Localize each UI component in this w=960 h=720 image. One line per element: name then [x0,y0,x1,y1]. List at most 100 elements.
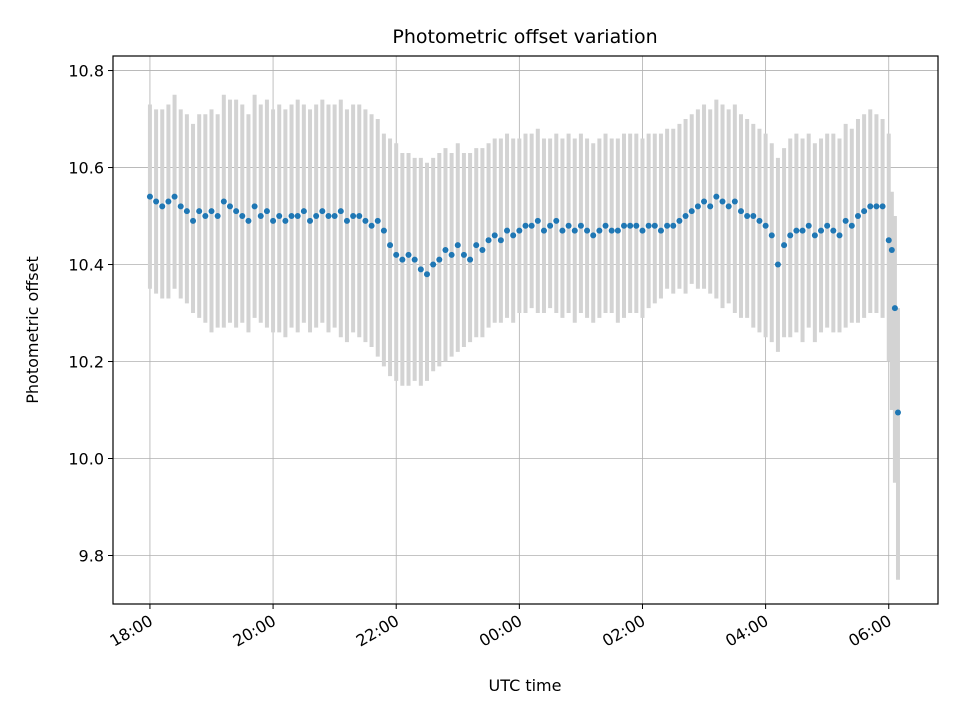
data-point [885,237,892,244]
data-point [393,251,400,258]
data-point [590,232,597,239]
data-point [146,193,153,200]
data-point [497,237,504,244]
data-point [165,198,172,205]
data-point [300,208,307,215]
data-point [202,213,209,220]
data-point [411,256,418,263]
y-axis: 9.8 10.0 10.2 10.4 10.6 10.8 [68,62,113,566]
data-point [214,213,221,220]
data-point [374,217,381,224]
data-point [405,251,412,258]
data-point [239,213,246,220]
data-point [368,222,375,229]
data-point [337,208,344,215]
data-point [504,227,511,234]
data-point [460,251,467,258]
data-point [793,227,800,234]
data-point [861,208,868,215]
data-point [768,232,775,239]
data-point [534,217,541,224]
data-point [479,246,486,253]
data-point [257,213,264,220]
y-tick-label: 10.2 [68,353,104,372]
data-point [190,217,197,224]
data-point [171,193,178,200]
data-point [565,222,572,229]
data-point [362,217,369,224]
plot-area [112,55,939,605]
x-axis-label: UTC time [489,676,562,695]
data-point [356,213,363,220]
data-point [713,193,720,200]
data-point [226,203,233,210]
data-point [799,227,806,234]
data-point [491,232,498,239]
data-point [787,232,794,239]
data-point [894,409,901,416]
data-points [146,193,901,416]
data-point [571,227,578,234]
data-point [891,305,898,312]
error-bars [147,94,900,580]
data-point [811,232,818,239]
data-point [159,203,166,210]
data-point [153,198,160,205]
data-point [522,222,529,229]
data-point [657,227,664,234]
data-point [694,203,701,210]
data-point [559,227,566,234]
data-point [774,261,781,268]
chart-title: Photometric offset variation [392,26,657,48]
x-tick-label: 20:00 [230,611,279,651]
data-point [596,227,603,234]
data-point [818,227,825,234]
data-point [737,208,744,215]
y-tick-label: 10.0 [68,450,104,469]
data-point [608,227,615,234]
data-point [417,266,424,273]
data-point [842,217,849,224]
data-point [467,256,474,263]
data-point [848,222,855,229]
data-point [547,222,554,229]
data-point [319,208,326,215]
data-point [639,227,646,234]
data-point [313,213,320,220]
data-point [614,227,621,234]
data-point [220,198,227,205]
data-point [245,217,252,224]
data-point [331,213,338,220]
data-point [553,217,560,224]
data-point [781,242,788,249]
data-point [325,213,332,220]
data-point [183,208,190,215]
data-point [670,222,677,229]
data-point [836,232,843,239]
data-point [233,208,240,215]
data-point [701,198,708,205]
data-point [621,222,628,229]
data-point [442,246,449,253]
data-point [196,208,203,215]
data-point [627,222,634,229]
data-point [540,227,547,234]
data-point [282,217,289,224]
data-point [288,213,295,220]
data-point [719,198,726,205]
data-point [510,232,517,239]
data-point [454,242,461,249]
data-point [602,222,609,229]
data-point [270,217,277,224]
data-point [251,203,258,210]
y-axis-label: Photometric offset [23,256,42,404]
data-point [177,203,184,210]
y-tick-label: 9.8 [79,547,104,566]
data-point [824,222,831,229]
data-point [350,213,357,220]
data-point [294,213,301,220]
data-point [664,222,671,229]
data-point [854,213,861,220]
data-point [867,203,874,210]
y-tick-label: 10.6 [68,159,104,178]
